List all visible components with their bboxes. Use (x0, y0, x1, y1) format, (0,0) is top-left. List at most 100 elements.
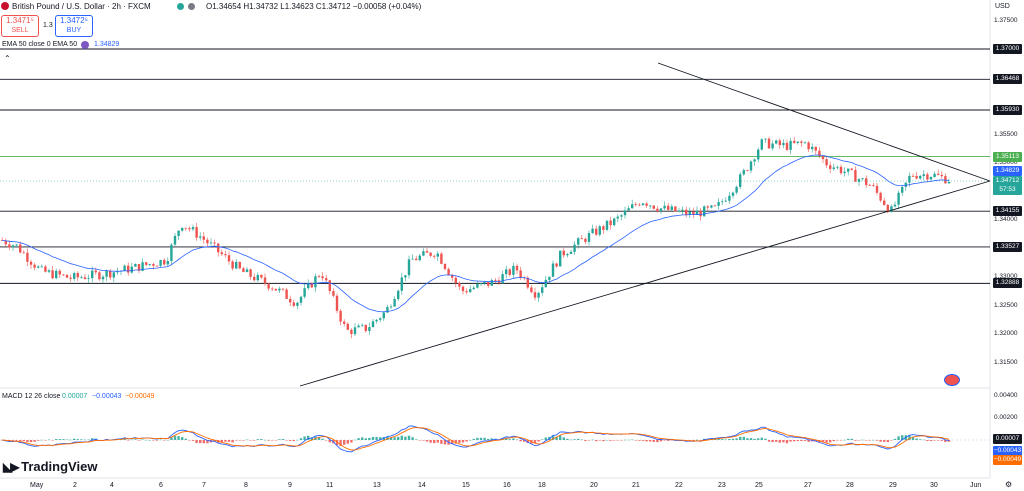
candle-body[interactable] (533, 292, 537, 298)
candle-body[interactable] (753, 159, 756, 162)
candle-body[interactable] (332, 291, 335, 296)
candle-body[interactable] (613, 218, 616, 226)
candle-body[interactable] (915, 175, 918, 179)
candle-body[interactable] (44, 266, 47, 272)
candle-body[interactable] (209, 242, 213, 244)
candle-body[interactable] (793, 140, 796, 143)
candle-body[interactable] (717, 202, 720, 206)
candle-body[interactable] (400, 277, 403, 291)
candle-body[interactable] (479, 283, 483, 285)
candle-body[interactable] (605, 220, 609, 230)
candle-body[interactable] (904, 182, 907, 187)
candle-body[interactable] (901, 186, 904, 193)
candle-body[interactable] (577, 238, 580, 245)
candle-body[interactable] (897, 192, 900, 205)
candle-body[interactable] (47, 270, 51, 272)
candle-body[interactable] (177, 230, 180, 236)
candle-body[interactable] (515, 265, 519, 271)
candle-body[interactable] (602, 226, 605, 230)
candle-body[interactable] (559, 250, 562, 267)
candle-body[interactable] (375, 319, 378, 322)
candle-body[interactable] (494, 280, 497, 281)
candle-body[interactable] (101, 276, 105, 280)
candle-body[interactable] (746, 170, 749, 171)
candle-body[interactable] (235, 261, 238, 269)
candle-body[interactable] (8, 244, 11, 248)
candle-body[interactable] (285, 289, 288, 299)
candle-body[interactable] (155, 265, 159, 267)
candle-body[interactable] (641, 203, 645, 206)
candle-body[interactable] (551, 263, 555, 277)
candle-body[interactable] (764, 138, 767, 140)
candle-body[interactable] (883, 200, 886, 205)
candle-body[interactable] (940, 174, 943, 177)
candle-body[interactable] (490, 280, 493, 286)
candle-body[interactable] (422, 251, 425, 256)
candle-body[interactable] (199, 236, 202, 238)
candle-body[interactable] (361, 324, 364, 326)
candle-body[interactable] (415, 258, 418, 261)
candle-body[interactable] (544, 279, 547, 288)
candle-body[interactable] (695, 210, 699, 215)
candle-body[interactable] (847, 168, 850, 172)
candle-body[interactable] (508, 269, 511, 275)
candle-body[interactable] (91, 270, 94, 279)
candle-body[interactable] (267, 283, 270, 289)
candle-body[interactable] (33, 264, 36, 268)
candle-body[interactable] (325, 278, 328, 281)
candle-body[interactable] (530, 287, 533, 293)
candle-body[interactable] (778, 140, 781, 146)
candle-body[interactable] (407, 259, 411, 276)
ema-legend-label[interactable]: EMA 50 close 0 EMA 50 (2, 41, 78, 48)
candle-body[interactable] (220, 252, 223, 255)
candle-body[interactable] (775, 140, 778, 144)
candle-body[interactable] (836, 166, 839, 168)
candle-body[interactable] (476, 283, 479, 288)
candle-body[interactable] (890, 206, 893, 212)
candle-body[interactable] (224, 254, 227, 256)
candle-body[interactable] (677, 210, 681, 212)
candle-body[interactable] (389, 306, 393, 308)
candle-body[interactable] (789, 140, 792, 150)
candle-body[interactable] (274, 288, 277, 291)
candle-body[interactable] (638, 204, 641, 206)
candle-body[interactable] (893, 204, 897, 207)
candle-body[interactable] (69, 277, 72, 279)
candle-body[interactable] (947, 181, 951, 184)
candle-body[interactable] (584, 238, 587, 242)
candle-body[interactable] (839, 166, 843, 174)
candle-body[interactable] (562, 250, 565, 256)
candle-body[interactable] (569, 251, 573, 254)
trendline-upper[interactable] (657, 62, 991, 182)
candle-body[interactable] (65, 274, 69, 278)
candle-body[interactable] (83, 277, 87, 280)
candle-body[interactable] (487, 281, 490, 286)
candle-body[interactable] (911, 175, 915, 177)
candle-body[interactable] (742, 170, 745, 175)
candle-body[interactable] (386, 307, 389, 313)
candle-body[interactable] (62, 274, 65, 276)
candle-body[interactable] (1, 239, 4, 241)
candle-body[interactable] (739, 174, 742, 187)
candle-body[interactable] (343, 321, 346, 324)
candle-body[interactable] (674, 206, 677, 212)
candle-body[interactable] (191, 227, 195, 230)
candle-body[interactable] (166, 260, 169, 265)
candle-body[interactable] (152, 264, 155, 266)
candle-body[interactable] (731, 192, 735, 196)
candle-body[interactable] (458, 283, 461, 287)
trendline-lower[interactable] (299, 180, 991, 387)
candle-body[interactable] (418, 255, 421, 261)
candle-body[interactable] (350, 329, 353, 335)
candle-body[interactable] (379, 318, 382, 320)
candle-body[interactable] (281, 288, 285, 290)
candle-body[interactable] (188, 228, 191, 230)
candle-body[interactable] (843, 171, 846, 174)
candle-body[interactable] (346, 323, 349, 330)
candle-body[interactable] (616, 216, 619, 219)
candle-body[interactable] (645, 203, 648, 206)
candle-body[interactable] (184, 227, 187, 229)
candle-body[interactable] (627, 208, 630, 211)
candle-body[interactable] (382, 312, 385, 319)
